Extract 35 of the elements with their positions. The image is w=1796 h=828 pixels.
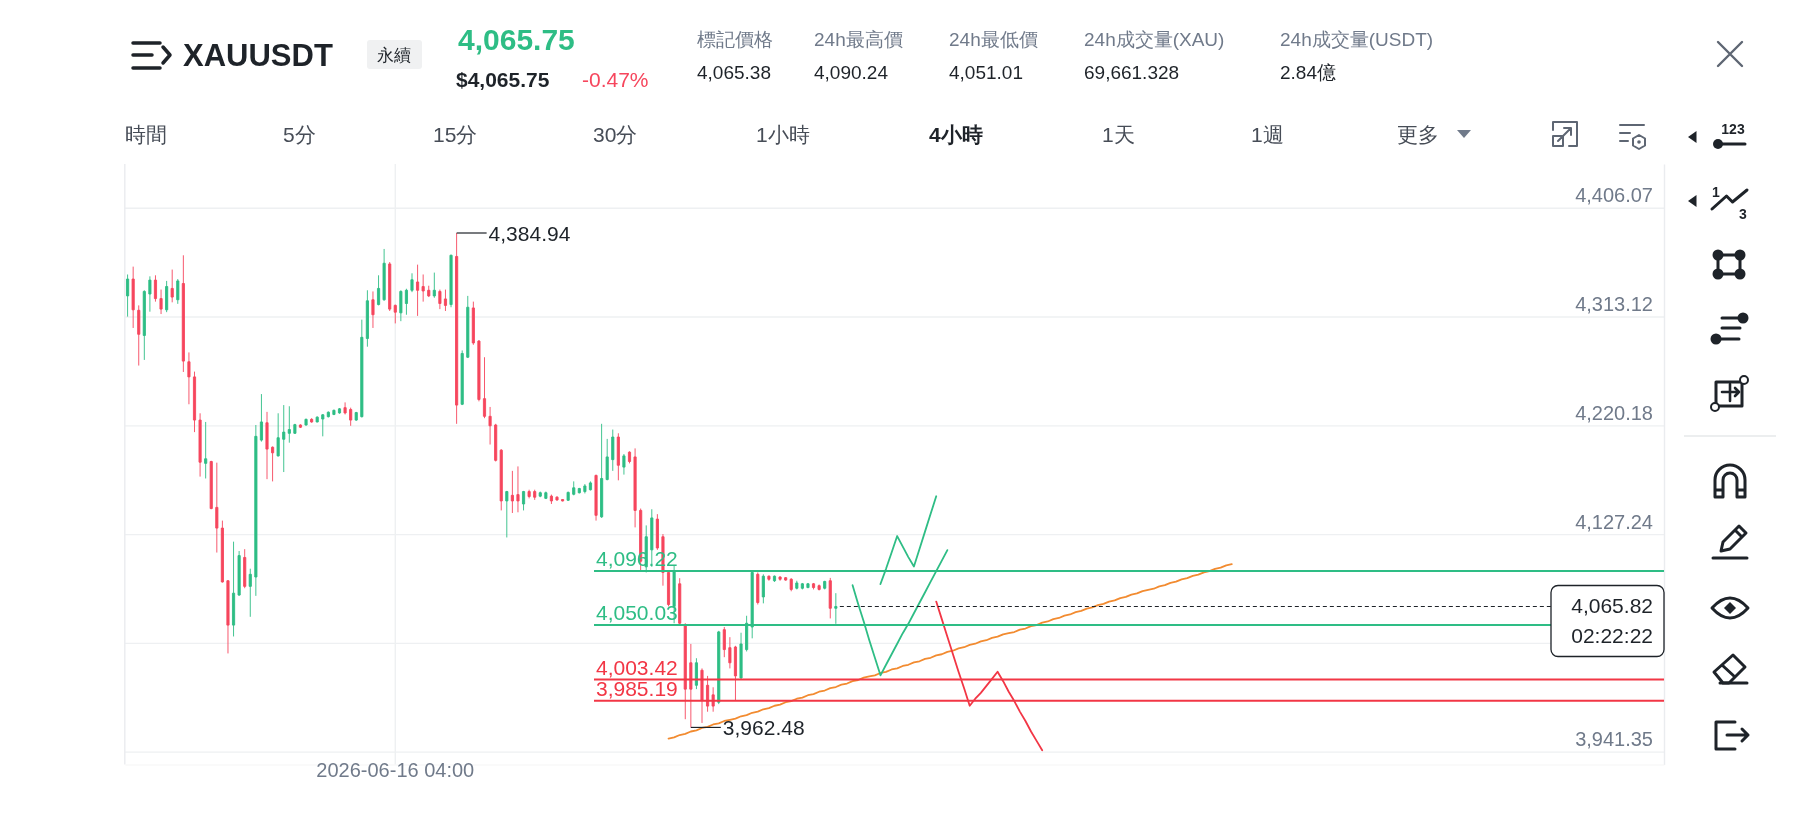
y-tick-label: 4,127.24 [1575, 510, 1653, 533]
text: 1週 [1251, 123, 1284, 146]
text: 69,661.328 [1084, 62, 1180, 83]
annotation: 3,962.48 [722, 715, 805, 739]
y-tick-label: 4,313.12 [1575, 293, 1653, 316]
text: 24h最低價 [949, 29, 1038, 50]
y-tick-label: 4,220.18 [1575, 401, 1653, 424]
text: 24h最高價 [814, 29, 903, 50]
text: 4,090.24 [814, 62, 889, 83]
text: 1小時 [756, 123, 810, 146]
text: 1天 [1102, 123, 1135, 146]
x-tick-label: 2026-06-16 04:00 [316, 758, 475, 781]
annotation: 02:22:22 [1571, 624, 1653, 648]
text: 更多 [1397, 123, 1439, 146]
text: 15分 [433, 123, 478, 146]
text: $4,065.75 [456, 68, 550, 91]
chart-title: XAUUSDT [183, 38, 333, 73]
y-tick-label: 3,941.35 [1575, 728, 1653, 751]
text: 30分 [593, 123, 638, 146]
text: 2.84億 [1280, 62, 1336, 83]
text: 4小時 [929, 123, 983, 146]
ref-line-label: 4,065.82 [1571, 594, 1653, 618]
text: 4,065.75 [458, 23, 575, 56]
text: -0.47% [582, 68, 649, 91]
text: 時間 [125, 123, 167, 146]
text: 永續 [377, 46, 411, 65]
text: 4,051.01 [949, 62, 1023, 83]
ref-line-label: 4,003.42 [596, 655, 678, 679]
text: 5分 [283, 123, 316, 146]
y-tick-label: 4,406.07 [1575, 184, 1653, 207]
annotation: 4,384.94 [488, 221, 571, 245]
text: 24h成交量(XAU) [1084, 29, 1225, 50]
text: 4,065.38 [697, 62, 771, 83]
text: 標記價格 [697, 29, 773, 50]
text: 24h成交量(USDT) [1280, 29, 1434, 50]
